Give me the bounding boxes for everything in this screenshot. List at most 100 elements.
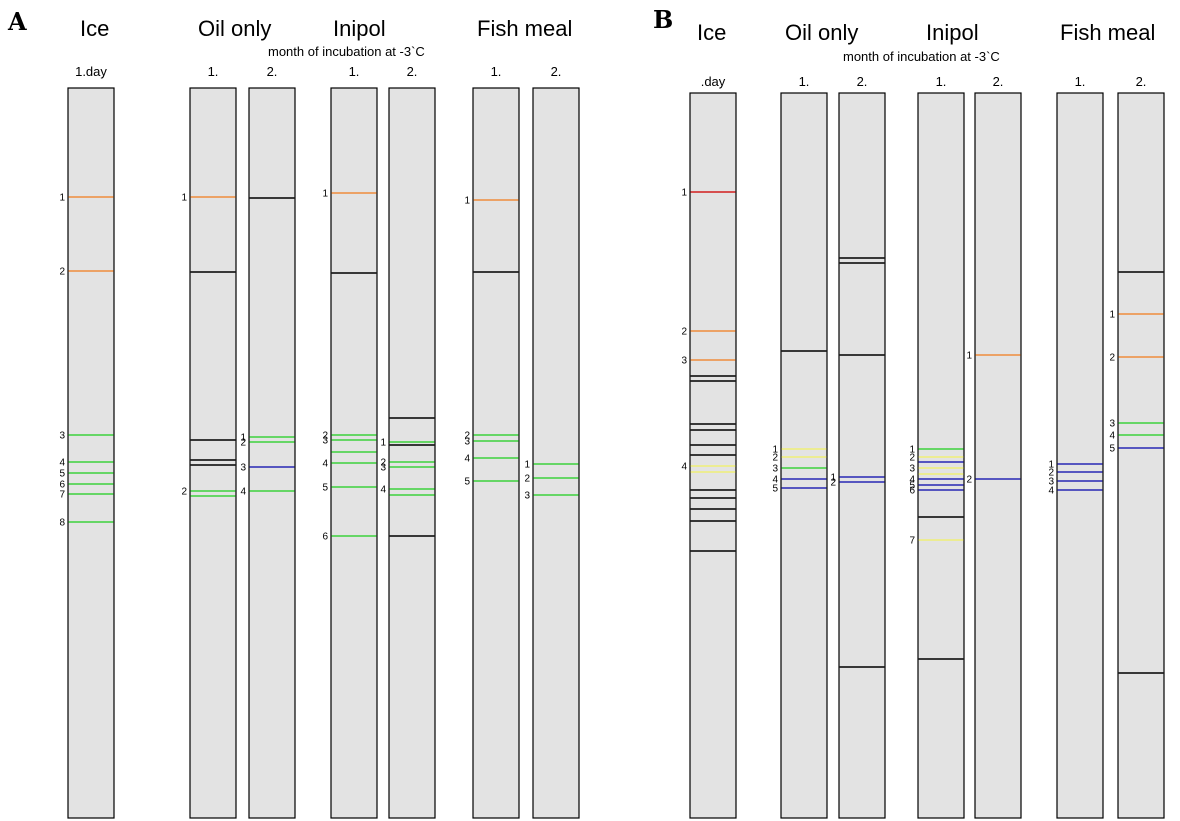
band-label: 4 <box>1109 431 1115 442</box>
lane-background <box>838 92 886 819</box>
band-label: 4 <box>380 485 386 496</box>
band-label: 3 <box>1048 477 1054 488</box>
band-label: 4 <box>240 487 246 498</box>
band-label: 3 <box>240 463 246 474</box>
band-label: 5 <box>772 484 778 495</box>
band-label: 3 <box>681 356 687 367</box>
band-label: 3 <box>322 436 328 447</box>
lane-label: 2. <box>1136 74 1147 89</box>
lane-background <box>532 87 580 819</box>
lane: 2.12 <box>830 74 886 819</box>
panel-b-letter: B <box>653 5 673 34</box>
panel-b-group-title-inipol: Inipol <box>926 20 979 45</box>
band-label: 2 <box>181 487 187 498</box>
lane-background <box>330 87 378 819</box>
lane-label: 1. <box>349 64 360 79</box>
lane-label: 2. <box>267 64 278 79</box>
panel-b-group-title-fishmeal: Fish meal <box>1060 20 1155 45</box>
lane-label: 1. <box>936 74 947 89</box>
band-label: 4 <box>322 459 328 470</box>
lane-label: 1.day <box>75 64 107 79</box>
band-label: 1 <box>830 473 836 484</box>
band-label: 2 <box>830 478 836 489</box>
band-label: 1 <box>240 433 246 444</box>
panel-a-group-title-inipol: Inipol <box>333 16 386 41</box>
lane-background <box>780 92 828 819</box>
band-label: 4 <box>681 462 687 473</box>
panel-a-letter: A <box>7 7 27 36</box>
band-label: 5 <box>464 477 470 488</box>
lane-label: 2. <box>407 64 418 79</box>
band-label: 2 <box>681 327 687 338</box>
band-label: 5 <box>59 469 65 480</box>
panel-b-group-title-ice: Ice <box>697 20 726 45</box>
band-label: 6 <box>909 486 915 497</box>
lane-background <box>472 87 520 819</box>
band-label: 1 <box>59 193 65 204</box>
lane-background <box>248 87 296 819</box>
panel-a-group-title-ice: Ice <box>80 16 109 41</box>
band-label: 3 <box>772 464 778 475</box>
lane-label: 2. <box>551 64 562 79</box>
panel-b-group-title-oil: Oil only <box>785 20 858 45</box>
band-label: 1 <box>322 189 328 200</box>
lane: 2.12 <box>966 74 1022 819</box>
band-label: 5 <box>909 481 915 492</box>
band-label: 2 <box>524 474 530 485</box>
band-label: 3 <box>1109 419 1115 430</box>
band-label: 8 <box>59 518 65 529</box>
band-label: 6 <box>59 480 65 491</box>
band-label: 3 <box>524 491 530 502</box>
panel-a-subtitle: month of incubation at -3`C <box>268 44 425 59</box>
band-label: 7 <box>909 536 915 547</box>
band-label: 1 <box>772 445 778 456</box>
band-label: 2 <box>966 475 972 486</box>
lane: 2. 1 2 34 5 <box>1109 74 1165 819</box>
lane-label: 1. <box>491 64 502 79</box>
lane-label: 1. <box>1075 74 1086 89</box>
band-label: 3 <box>464 437 470 448</box>
band-label: 4 <box>1048 486 1054 497</box>
lane-label: 2. <box>857 74 868 89</box>
band-label: 1 <box>1048 460 1054 471</box>
band-label: 2 <box>380 458 386 469</box>
band-label: 2 <box>1048 468 1054 479</box>
panel-a-group-title-oil: Oil only <box>198 16 271 41</box>
band-label: 3 <box>59 431 65 442</box>
band-label: 2 <box>59 267 65 278</box>
panel-b-subtitle: month of incubation at -3`C <box>843 49 1000 64</box>
band-label: 1 <box>909 445 915 456</box>
band-label: 2 <box>772 453 778 464</box>
lane-label: 1. <box>799 74 810 89</box>
lane: .day 1 2 3 4 <box>681 74 737 819</box>
lane-background <box>67 87 115 819</box>
band-label: 2 <box>322 431 328 442</box>
band-label: 1 <box>380 438 386 449</box>
panel-a-group-title-fishmeal: Fish meal <box>477 16 572 41</box>
band-label: 1 <box>524 460 530 471</box>
lane-label: 2. <box>993 74 1004 89</box>
lane: 2. 1 2 3 <box>524 64 580 819</box>
band-label: 2 <box>909 453 915 464</box>
band-label: 1 <box>1109 310 1115 321</box>
lane-background <box>1056 92 1104 819</box>
band-label: 4 <box>464 454 470 465</box>
band-label: 3 <box>909 464 915 475</box>
lanes-layer: 1.day123456781.122.12341.1234562.12341.1… <box>59 64 1165 819</box>
band-label: 5 <box>322 483 328 494</box>
lane-background <box>1117 92 1165 819</box>
band-label: 2 <box>1109 353 1115 364</box>
lane-label: .day <box>701 74 726 89</box>
band-label: 5 <box>1109 444 1115 455</box>
band-label: 4 <box>772 475 778 486</box>
band-label: 4 <box>909 475 915 486</box>
band-label: 1 <box>966 351 972 362</box>
band-label: 1 <box>681 188 687 199</box>
